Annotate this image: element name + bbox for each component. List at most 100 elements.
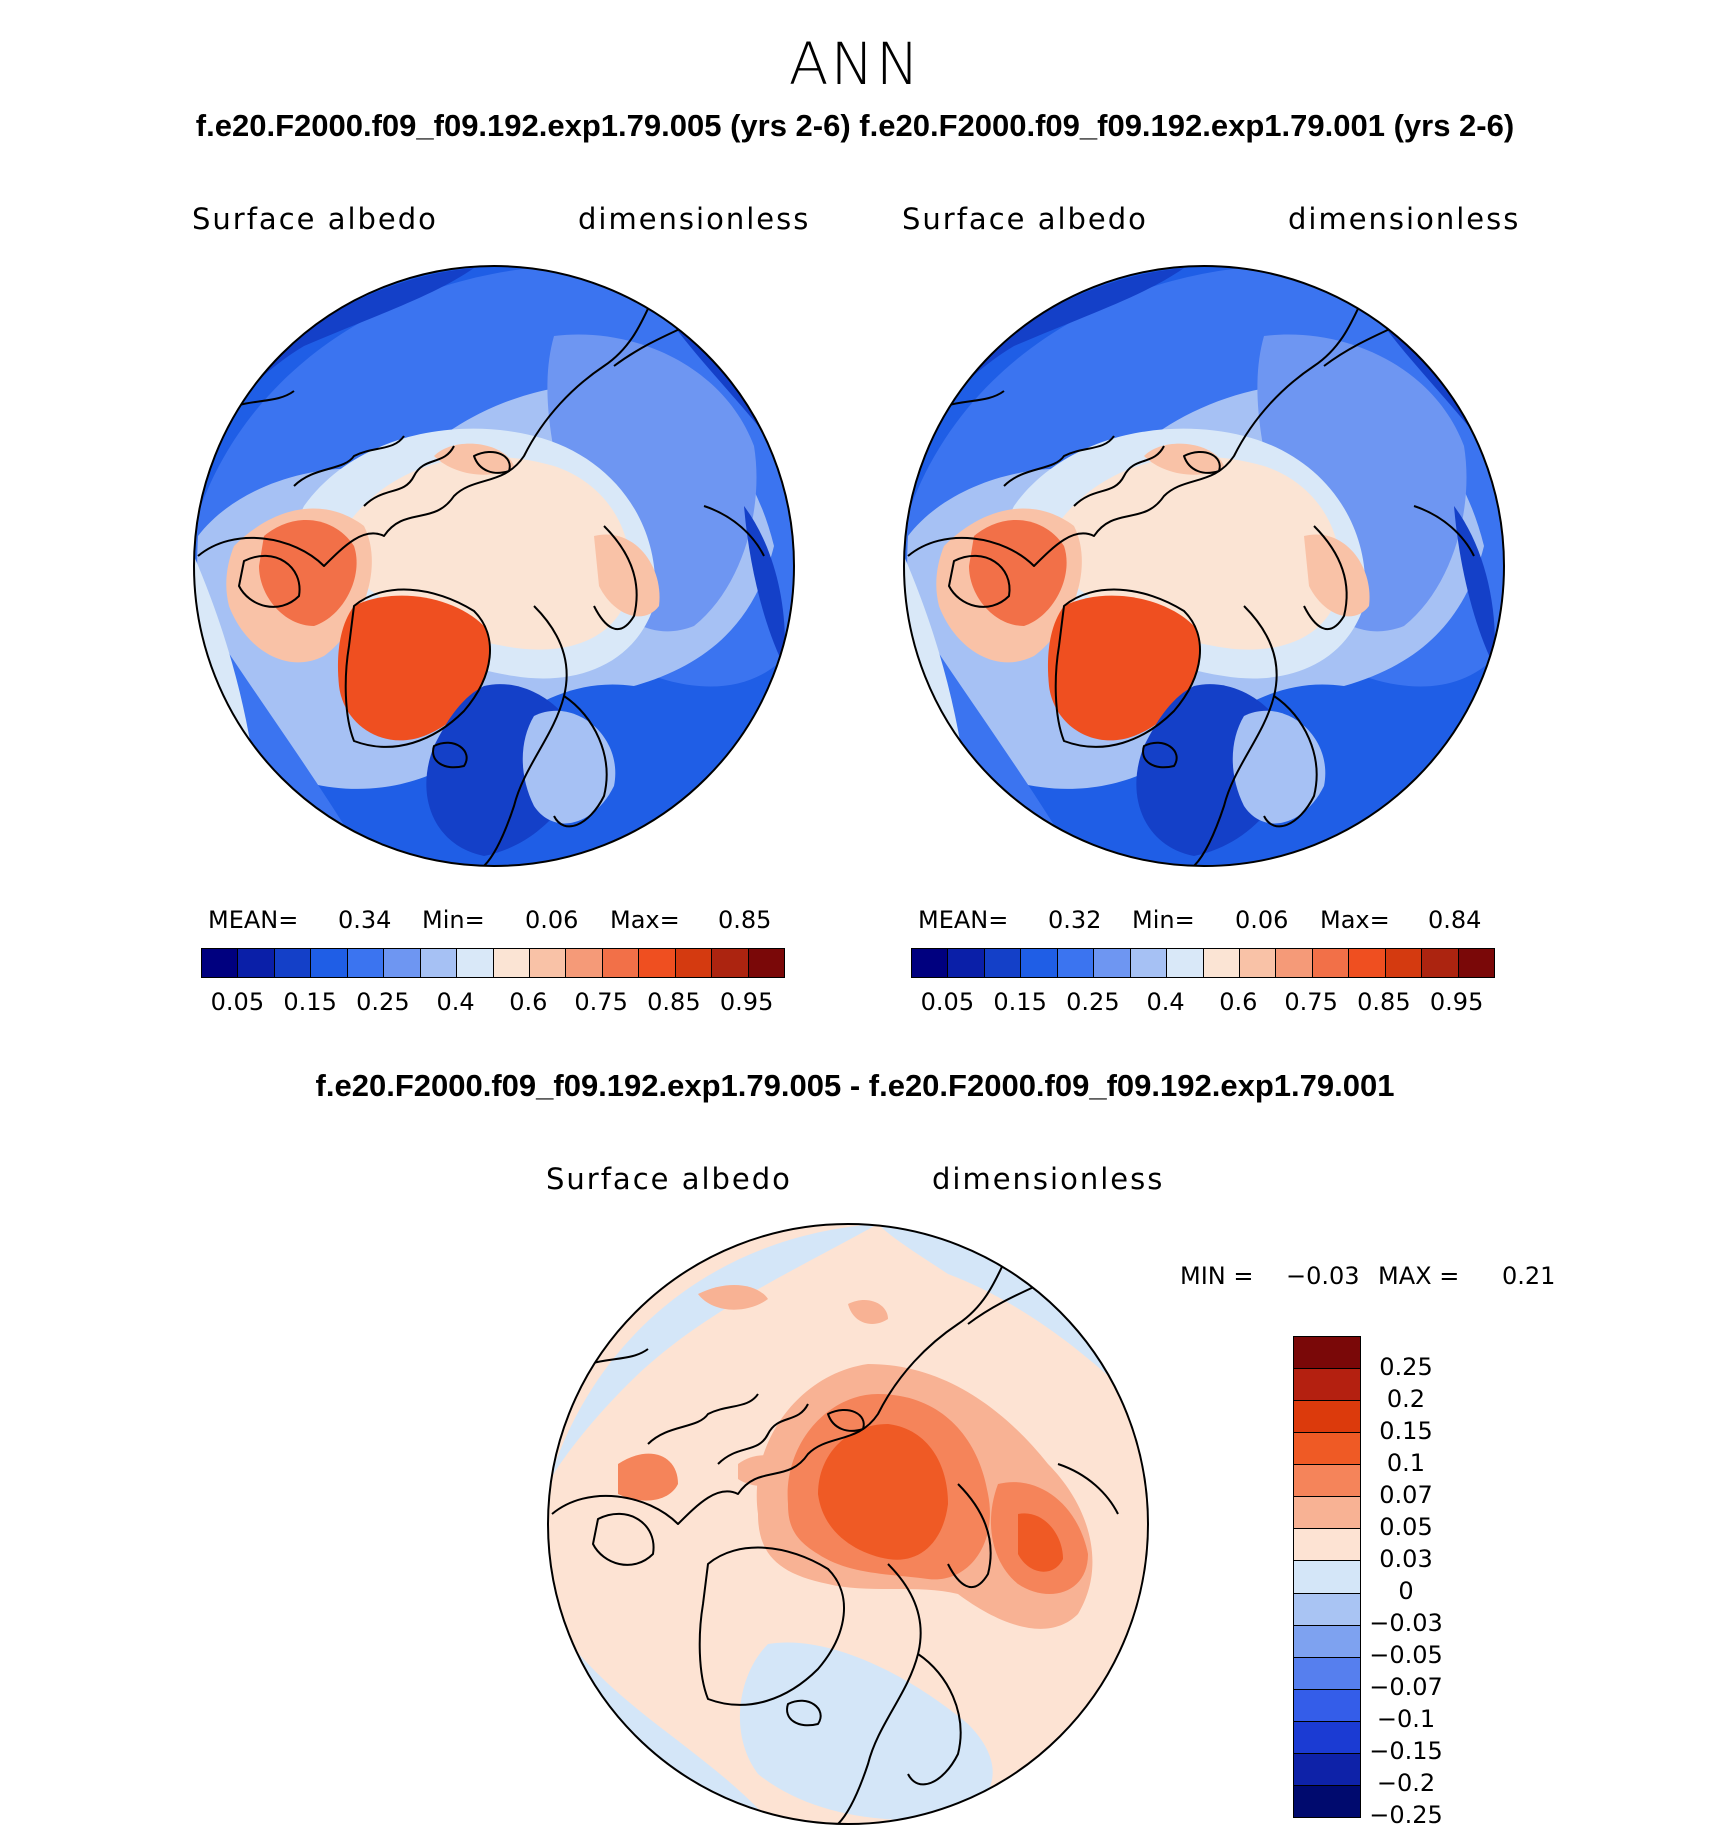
colorbar-swatch	[1239, 949, 1277, 977]
colorbar-tick-label: 0.15	[993, 988, 1047, 1016]
colorbar-swatch	[1094, 949, 1131, 977]
colorbar-swatch	[274, 949, 312, 977]
colorbar-tick-label: 0.15	[283, 988, 337, 1016]
panel3-max-value: 0.21	[1502, 1262, 1556, 1290]
panel2-mean-value: 0.32	[1048, 906, 1102, 934]
colorbar-tick-label: 0.07	[1379, 1481, 1433, 1509]
colorbar-swatch	[1294, 1593, 1360, 1626]
difference-colorbar	[1293, 1336, 1361, 1818]
colorbar-swatch	[1294, 1465, 1360, 1498]
colorbar-tick-label: 0.1	[1386, 1449, 1426, 1477]
panel3-units: dimensionless	[932, 1162, 1165, 1196]
colorbar-swatch	[1294, 1529, 1360, 1562]
colorbar-swatch	[384, 949, 421, 977]
colorbar-tick-label: 0.4	[436, 988, 475, 1016]
colorbar-tick-label: 0.6	[509, 988, 548, 1016]
colorbar-swatch	[493, 949, 530, 977]
panel3-variable: Surface albedo	[546, 1162, 792, 1196]
panel2-max-label: Max=	[1320, 906, 1390, 934]
colorbar-swatch	[1294, 1753, 1360, 1786]
panel1-colorbar	[201, 948, 785, 978]
colorbar-swatch	[1312, 949, 1350, 977]
colorbar-tick-label: 0.6	[1219, 988, 1258, 1016]
panel2-min-value: 0.06	[1235, 906, 1289, 934]
colorbar-tick-label: −0.2	[1376, 1769, 1436, 1797]
colorbar-swatch	[1276, 949, 1313, 977]
colorbar-tick-label: 0.03	[1379, 1545, 1433, 1573]
colorbar-swatch	[1294, 1721, 1360, 1754]
colorbar-tick-label: −0.03	[1369, 1609, 1443, 1637]
colorbar-tick-label: 0.95	[1429, 988, 1484, 1016]
colorbar-swatch	[912, 949, 949, 977]
colorbar-swatch	[1021, 949, 1058, 977]
colorbar-tick-label: 0.2	[1386, 1385, 1426, 1413]
panel1-units: dimensionless	[578, 202, 811, 236]
panel2-mean-label: MEAN=	[918, 906, 1009, 934]
difference-polar-map	[547, 1223, 1149, 1825]
panel1-max-value: 0.85	[718, 906, 772, 934]
panel2-min-label: Min=	[1132, 906, 1195, 934]
panel2-units: dimensionless	[1288, 202, 1521, 236]
colorbar-swatch	[675, 949, 713, 977]
colorbar-swatch	[420, 949, 458, 977]
panel1-variable: Surface albedo	[192, 202, 438, 236]
colorbar-tick-label: 0.95	[719, 988, 774, 1016]
colorbar-swatch	[748, 949, 784, 977]
colorbar-swatch	[202, 949, 239, 977]
colorbar-swatch	[1294, 1369, 1360, 1402]
colorbar-tick-label: −0.05	[1369, 1641, 1443, 1669]
colorbar-swatch	[1294, 1497, 1360, 1530]
panel3-max-label: MAX =	[1378, 1262, 1460, 1290]
panel2-variable: Surface albedo	[902, 202, 1148, 236]
colorbar-tick-label: −0.15	[1369, 1737, 1443, 1765]
colorbar-swatch	[238, 949, 275, 977]
colorbar-tick-label: 0.05	[920, 988, 975, 1016]
colorbar-swatch	[602, 949, 640, 977]
case-titles: f.e20.F2000.f09_f09.192.exp1.79.005 (yrs…	[195, 108, 1515, 143]
colorbar-tick-label: 0.75	[574, 988, 628, 1016]
panel1-min-value: 0.06	[525, 906, 579, 934]
panel2-colorbar	[911, 948, 1495, 978]
colorbar-swatch	[984, 949, 1022, 977]
panel1-max-label: Max=	[610, 906, 680, 934]
colorbar-swatch	[1349, 949, 1386, 977]
colorbar-swatch	[457, 949, 494, 977]
colorbar-tick-label: 0.25	[356, 988, 410, 1016]
colorbar-tick-label: 0.25	[1379, 1353, 1433, 1381]
colorbar-swatch	[311, 949, 348, 977]
colorbar-tick-label: 0.15	[1379, 1417, 1433, 1445]
colorbar-swatch	[1294, 1337, 1360, 1370]
colorbar-swatch	[1385, 949, 1423, 977]
colorbar-swatch	[1167, 949, 1204, 977]
colorbar-swatch	[1294, 1689, 1360, 1722]
colorbar-swatch	[1458, 949, 1494, 977]
panel1-mean-value: 0.34	[338, 906, 392, 934]
panel3-min-value: −0.03	[1286, 1262, 1360, 1290]
panel2-polar-map	[903, 265, 1505, 867]
colorbar-tick-label: −0.25	[1369, 1801, 1443, 1829]
difference-title: f.e20.F2000.f09_f09.192.exp1.79.005 - f.…	[315, 1068, 1395, 1103]
colorbar-swatch	[1422, 949, 1459, 977]
colorbar-tick-label: −0.07	[1369, 1673, 1443, 1701]
colorbar-swatch	[1294, 1625, 1360, 1658]
colorbar-swatch	[639, 949, 676, 977]
colorbar-swatch	[529, 949, 567, 977]
colorbar-tick-label: 0.75	[1284, 988, 1338, 1016]
colorbar-tick-label: 0.85	[647, 988, 701, 1016]
colorbar-swatch	[1294, 1561, 1360, 1594]
colorbar-tick-label: 0.05	[1379, 1513, 1433, 1541]
panel2-max-value: 0.84	[1428, 906, 1482, 934]
panel1-mean-label: MEAN=	[208, 906, 299, 934]
colorbar-swatch	[1057, 949, 1095, 977]
colorbar-swatch	[1294, 1785, 1360, 1817]
colorbar-tick-label: 0.25	[1066, 988, 1120, 1016]
panel3-min-label: MIN =	[1180, 1262, 1254, 1290]
colorbar-swatch	[1294, 1433, 1360, 1466]
colorbar-tick-label: 0.4	[1146, 988, 1185, 1016]
colorbar-swatch	[712, 949, 749, 977]
colorbar-tick-label: −0.1	[1376, 1705, 1436, 1733]
season-title: ANN	[788, 30, 922, 98]
colorbar-tick-label: 0.05	[210, 988, 265, 1016]
colorbar-tick-label: 0	[1398, 1577, 1414, 1605]
panel1-min-label: Min=	[422, 906, 485, 934]
